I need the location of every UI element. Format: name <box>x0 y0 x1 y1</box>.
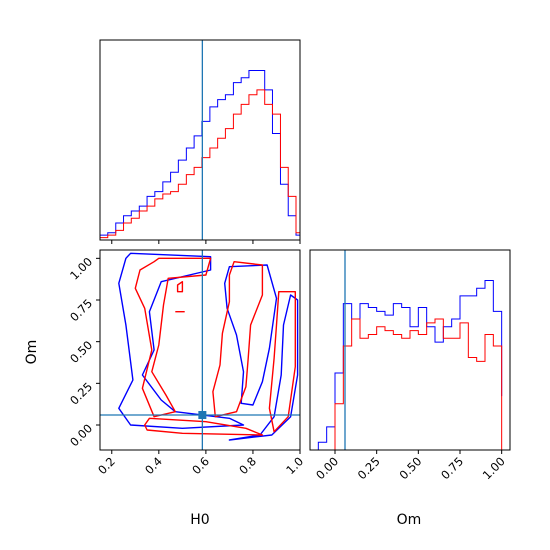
om-histogram-series-1 <box>317 280 503 450</box>
contour-y-tick-label-4: 0.75 <box>67 296 95 324</box>
contour-line-5 <box>144 417 264 436</box>
om-hist-x-tick-label-5: 1.00 <box>480 454 508 482</box>
x-axis-label-om: Om <box>397 512 422 528</box>
contour-y-tick-label-2: 0.25 <box>67 380 95 408</box>
h0-om-contour-panel: 0.2 0.4 0.6 0.8 1.0 0.00 0.25 0.50 0.75 1.00 <box>67 249 306 477</box>
om-hist-x-tick-label-2: 0.25 <box>355 454 383 482</box>
contour-line-6 <box>212 261 264 418</box>
om-hist-x-tick-label-1: 0.00 <box>313 454 341 482</box>
contour-line-4 <box>134 257 212 418</box>
contour-frame <box>99 249 301 451</box>
axis-labels: H0 Om Om <box>24 340 421 528</box>
contour-x-tick-label-4: 0.8 <box>236 454 259 477</box>
contour-x-tick-label-3: 0.6 <box>189 454 212 477</box>
om-hist-x-tick-label-4: 0.75 <box>438 454 466 482</box>
contour-x-tick-label-5: 1.0 <box>283 454 306 477</box>
contour-x-tick-label-2: 0.4 <box>142 454 165 477</box>
h0-histogram-series-2 <box>99 89 301 240</box>
h0-marginal-histogram-panel <box>99 39 301 244</box>
x-axis-label-h0: H0 <box>190 512 209 528</box>
contour-truth-marker <box>198 411 207 419</box>
h0-histogram-series-1 <box>99 70 301 240</box>
contour-line-2 <box>224 264 278 406</box>
contour-y-tick-label-5: 1.00 <box>67 255 95 283</box>
om-hist-x-tick-label-3: 0.50 <box>396 454 424 482</box>
om-histogram-series-2 <box>318 318 503 451</box>
contour-x-tick-label-1: 0.2 <box>95 454 118 477</box>
contour-y-tick-label-1: 0.00 <box>67 421 95 449</box>
contour-line-8 <box>176 281 184 293</box>
om-hist-frame <box>309 249 511 451</box>
y-axis-label-om: Om <box>24 340 40 365</box>
om-marginal-histogram-panel: 0.00 0.25 0.50 0.75 1.00 <box>309 249 511 482</box>
contour-line-7 <box>268 291 296 433</box>
contour-line-3 <box>228 294 299 441</box>
h0-hist-frame <box>99 39 301 241</box>
contour-line-1 <box>118 252 245 429</box>
contour-y-tick-label-3: 0.50 <box>67 338 95 366</box>
